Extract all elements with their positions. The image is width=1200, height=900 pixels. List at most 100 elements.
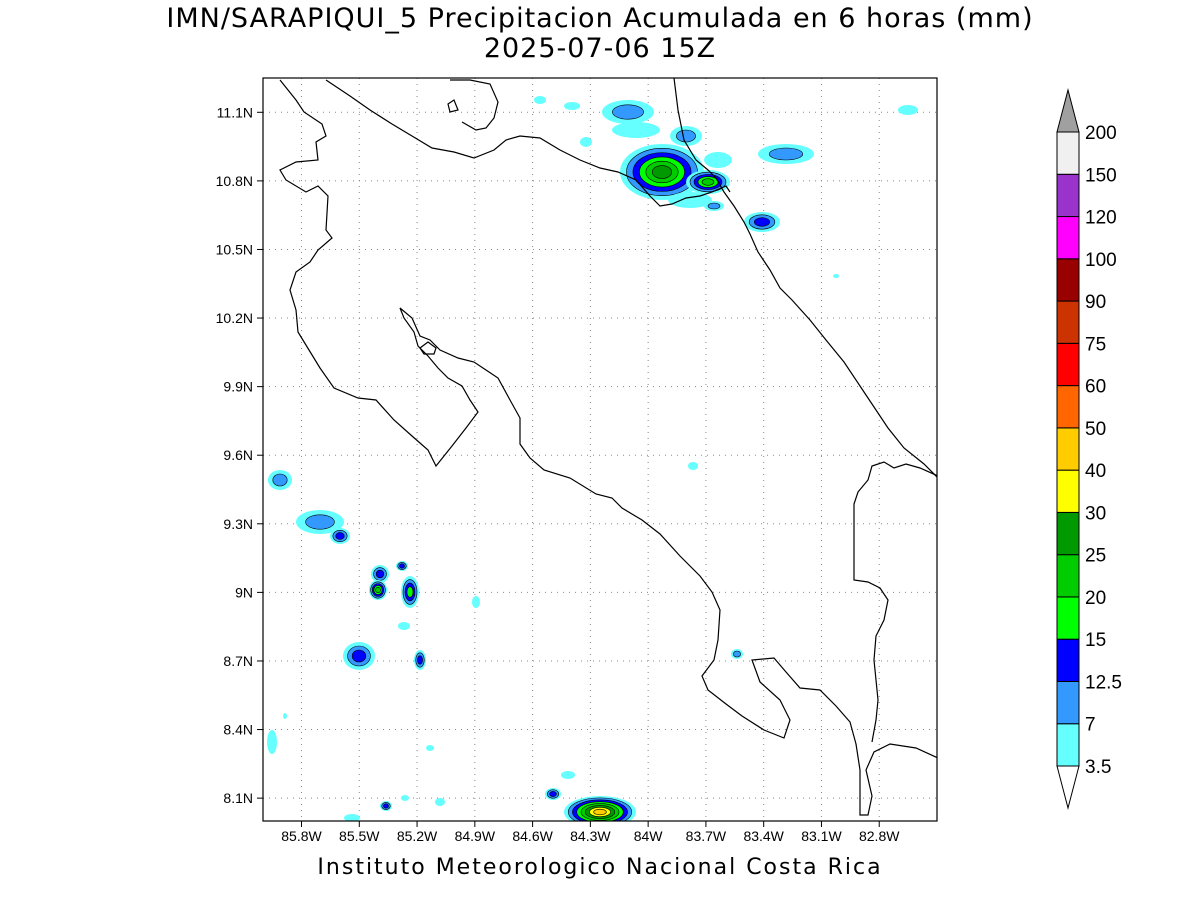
colorbar-segment	[1056, 638, 1080, 682]
precip-contour	[401, 795, 409, 801]
precip-contour	[417, 655, 423, 665]
colorbar-label: 90	[1085, 292, 1106, 313]
lat-tick-label: 9.3N	[223, 516, 253, 532]
precip-contour	[612, 122, 660, 138]
precip-contour	[753, 217, 771, 227]
colorbar-label: 50	[1085, 419, 1106, 440]
lat-tick-label: 9N	[235, 584, 253, 600]
lon-tick-label: 84W	[634, 828, 664, 844]
precip-contour	[305, 514, 335, 530]
precip-contour	[593, 808, 607, 816]
precip-contour	[375, 569, 385, 579]
precip-contour	[534, 96, 546, 104]
colorbar-label: 40	[1085, 461, 1106, 482]
precip-contour	[733, 650, 741, 658]
colorbar-segment	[1056, 216, 1080, 260]
colorbar-segment	[1056, 596, 1080, 640]
colorbar-label: 150	[1085, 165, 1117, 186]
lon-tick-label: 83.4W	[743, 828, 784, 844]
colorbar-over-arrow	[1056, 88, 1080, 133]
lon-tick-label: 83.7W	[686, 828, 727, 844]
precip-contour	[399, 563, 405, 569]
grid-lines	[263, 78, 937, 821]
colorbar-label: 12.5	[1085, 672, 1122, 693]
colorbar-segment	[1056, 680, 1080, 725]
precip-contour	[768, 147, 804, 161]
colorbar-segment	[1056, 511, 1080, 556]
precip-contour	[676, 129, 696, 143]
colorbar-segment	[1056, 427, 1080, 471]
map-frame	[262, 77, 938, 822]
lon-tick-label: 84.3W	[570, 828, 611, 844]
precip-contour	[406, 586, 414, 598]
lat-tick-label: 11.1N	[217, 104, 253, 120]
precip-contour	[472, 596, 480, 608]
precipitation-field	[267, 96, 918, 821]
precip-contour	[283, 713, 287, 719]
lat-tick-label: 8.1N	[223, 790, 253, 806]
lat-tick-label: 10.2N	[216, 310, 253, 326]
axis-ticks: 85.8W 85.5W 85.2W 84.9W 84.6W 84.3W 84W 83.7W 83…	[216, 104, 901, 844]
precip-contour	[435, 798, 445, 806]
lon-tick-label: 84.6W	[512, 828, 553, 844]
precip-contour	[707, 202, 721, 210]
precip-contour	[561, 771, 575, 779]
precip-contour	[335, 532, 345, 540]
colorbar-segment	[1056, 300, 1080, 344]
lon-tick-label: 85.5W	[339, 828, 380, 844]
lon-tick-label: 84.9W	[455, 828, 496, 844]
precip-contour	[580, 137, 592, 147]
colorbar-label: 200	[1085, 123, 1117, 144]
colorbar-segment	[1056, 342, 1080, 387]
precip-contour	[375, 586, 381, 594]
precip-contour	[267, 730, 277, 754]
colorbar-label: 100	[1085, 250, 1117, 271]
precip-contour	[704, 152, 732, 168]
colorbar-segment	[1056, 173, 1080, 218]
precip-contour	[833, 274, 839, 278]
colorbar-label: 30	[1085, 503, 1106, 524]
precip-contour	[612, 104, 644, 120]
precip-contour	[344, 814, 360, 821]
precip-contour	[688, 462, 698, 470]
colorbar-label: 75	[1085, 334, 1106, 355]
chart-title: IMN/SARAPIQUI_5 Precipitacion Acumulada …	[166, 3, 1034, 34]
lat-tick-label: 9.9N	[223, 379, 253, 395]
precip-contour	[398, 622, 410, 630]
colorbar-label: 120	[1085, 208, 1117, 229]
lon-tick-label: 82.8W	[859, 828, 900, 844]
lat-tick-label: 9.6N	[223, 447, 253, 463]
precip-contour	[383, 803, 389, 809]
colorbar-segment	[1056, 554, 1080, 598]
footer-credit: Instituto Meteorologico Nacional Costa R…	[317, 855, 883, 880]
precip-contour	[701, 178, 715, 186]
precip-contour	[652, 165, 672, 179]
colorbar-segment	[1056, 131, 1080, 175]
colorbar-label: 15	[1085, 630, 1106, 651]
lon-tick-label: 85.8W	[281, 828, 322, 844]
colorbar-segment	[1056, 385, 1080, 429]
colorbar-label: 25	[1085, 546, 1106, 567]
colorbar-under-arrow	[1056, 765, 1080, 810]
colorbar-segment	[1056, 469, 1080, 513]
lat-tick-label: 8.4N	[223, 722, 253, 738]
lat-tick-label: 10.5N	[216, 241, 253, 257]
coastline	[279, 78, 937, 816]
colorbar-label: 3.5	[1085, 757, 1111, 778]
colorbar-segment	[1056, 723, 1080, 767]
precip-contour	[564, 102, 580, 110]
colorbar: 3.5 7 12.5 15 20 25 30 40 50 60 75 90 100 120 150 200	[1056, 88, 1122, 810]
precip-contour	[272, 473, 288, 487]
colorbar-label: 60	[1085, 377, 1106, 398]
precip-contour	[898, 105, 918, 115]
colorbar-segment	[1056, 258, 1080, 302]
colorbar-label: 20	[1085, 588, 1106, 609]
lon-tick-label: 83.1W	[801, 828, 842, 844]
lat-tick-label: 8.7N	[223, 653, 253, 669]
lat-tick-label: 10.8N	[216, 173, 253, 189]
colorbar-label: 7	[1085, 715, 1096, 736]
lon-tick-label: 85.2W	[397, 828, 438, 844]
precip-contour	[351, 649, 367, 663]
precip-contour	[426, 745, 434, 751]
